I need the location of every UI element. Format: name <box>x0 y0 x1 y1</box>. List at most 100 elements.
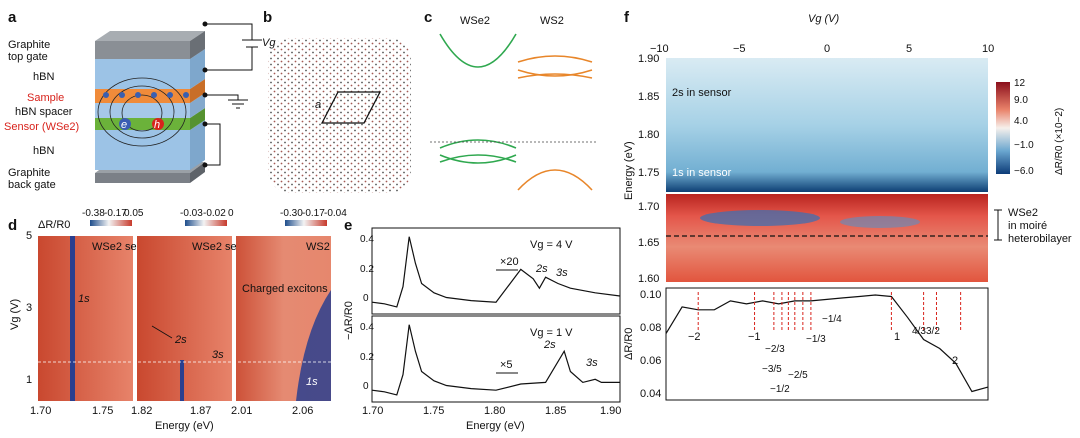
f-moire-l3: heterobilayer <box>1008 233 1072 245</box>
circuit-nodes <box>202 21 208 168</box>
f-fill-m35: −3/5 <box>762 364 782 375</box>
f-cbar-t1: 9.0 <box>1014 95 1028 106</box>
map-2-2s-pointer <box>151 325 173 339</box>
e-bottom-3s: 3s <box>586 357 598 369</box>
e-bot-ytick-02: 0.2 <box>360 352 374 363</box>
gate-circuit <box>205 23 262 166</box>
d-xtick-6: 2.06 <box>292 405 313 417</box>
map-2 <box>137 236 232 401</box>
f-ylabel: Energy (eV) <box>623 141 635 200</box>
d-ylabel: Vg (V) <box>9 299 21 330</box>
field-lines <box>97 77 187 147</box>
moire-unit-cell <box>320 91 382 124</box>
f-fill-m1: −1 <box>748 331 761 343</box>
f-fill-m12: −1/2 <box>770 384 790 395</box>
e-bottom-mag: ×5 <box>500 359 513 371</box>
f-cbar-t0: 12 <box>1014 78 1026 89</box>
e-top-frame <box>371 227 621 315</box>
f-filling-markers <box>697 292 962 330</box>
panel-letter-c: c <box>424 9 432 26</box>
map-3-1s-band <box>296 290 331 401</box>
exciton-h: h <box>154 119 160 131</box>
layer-label-back-gate-1: Graphite <box>8 167 50 179</box>
f-cbar-t3: −1.0 <box>1014 140 1034 151</box>
f-fill-m13: −1/3 <box>806 334 826 345</box>
d-xtick-4: 1.87 <box>190 405 211 417</box>
e-bottom-series-line <box>371 324 620 396</box>
f-map-moire <box>666 194 988 282</box>
colorbar-d2 <box>185 220 227 226</box>
f-moire-feature-1 <box>700 210 820 226</box>
cbar-d1-t1: -0.17 <box>104 208 127 219</box>
e-top-2s: 2s <box>535 263 548 275</box>
f-xtick-1: −5 <box>733 43 746 55</box>
panel-c: c WSe2 WS2 <box>424 9 596 191</box>
f-ytick-170: 1.70 <box>638 201 659 213</box>
e-top-ytick-04: 0.4 <box>360 234 374 245</box>
map-2-3s: 3s <box>212 349 224 361</box>
f-bot-ytick-1: 0.08 <box>640 322 661 334</box>
d-ytick-5: 5 <box>26 230 32 242</box>
f-colorbar <box>996 82 1010 174</box>
map-1-1s: 1s <box>78 293 90 305</box>
f-bottom-frame <box>665 287 989 401</box>
panel-letter-e: e <box>344 217 352 234</box>
electron-symbol <box>119 118 131 130</box>
layer-stack <box>95 31 205 183</box>
panel-d: d ΔR/R0 -0.38 -0.17 0.05 WSe2 sensor 1s … <box>8 208 347 432</box>
map-3-charged: Charged excitons <box>242 283 328 295</box>
layer-label-sample: Sample <box>27 92 64 104</box>
f-bottom-series-line <box>665 294 989 393</box>
f-fill-m25: −2/5 <box>788 370 808 381</box>
e-bottom-frame <box>371 315 621 403</box>
e-bottom-condition: Vg = 1 V <box>530 327 573 339</box>
e-top-ytick-0: 0 <box>363 293 369 304</box>
f-ytick-160: 1.60 <box>638 273 659 285</box>
f-ytick-165: 1.65 <box>638 237 659 249</box>
hole-symbol <box>152 118 164 130</box>
colorbar-d3 <box>285 220 327 226</box>
sample-layer <box>95 89 190 103</box>
d-xtick-2: 1.75 <box>92 405 113 417</box>
f-moire-l1: WSe2 <box>1008 207 1038 219</box>
f-moire-l2: in moiré <box>1008 220 1047 232</box>
f-top-xlabel: Vg (V) <box>808 13 840 25</box>
f-bot-ytick-0: 0.10 <box>640 289 661 301</box>
layer-label-hbn-2: hBN <box>33 145 54 157</box>
f-cbar-t4: −6.0 <box>1014 166 1034 177</box>
cbar-d3-t2: -0.04 <box>324 208 347 219</box>
panel-f: f Vg (V) −10 −5 0 5 10 2s in sensor 1s i… <box>623 9 1072 401</box>
map-3-1s: 1s <box>306 376 318 388</box>
e-ylabel: −ΔR/R0 <box>343 301 355 340</box>
moire-lattice <box>268 38 411 193</box>
map-1 <box>38 236 133 401</box>
map-2-2s: 2s <box>174 334 187 346</box>
cbar-d1-t2: 0.05 <box>124 208 144 219</box>
e-top-ytick-02: 0.2 <box>360 264 374 275</box>
panel-letter-f: f <box>624 9 630 26</box>
d-xtick-3: 1.82 <box>131 405 152 417</box>
band-diagram <box>439 33 593 191</box>
panel-e: e Vg = 4 V Vg = 1 V ×20 ×5 2s 3s 2s 3s 0… <box>343 217 621 432</box>
cbar-d2-t2: 0 <box>228 208 234 219</box>
f-xtick-4: 10 <box>982 43 994 55</box>
f-ytick-190: 1.90 <box>638 53 659 65</box>
gate-voltage-label: Vg <box>262 37 276 49</box>
f-1s-label: 1s in sensor <box>672 167 732 179</box>
layer-label-top-gate-1: Graphite <box>8 39 50 51</box>
f-ytick-175: 1.75 <box>638 167 659 179</box>
cbar-d1-t0: -0.38 <box>82 208 105 219</box>
e-top-series-line <box>371 236 621 308</box>
f-xtick-2: 0 <box>824 43 830 55</box>
f-map-top <box>666 58 988 192</box>
e-xlabel: Energy (eV) <box>466 420 525 432</box>
e-top-mag: ×20 <box>500 256 519 268</box>
colorbar-label-d: ΔR/R0 <box>38 219 70 231</box>
d-xlabel: Energy (eV) <box>155 420 214 432</box>
f-fill-2: 2 <box>952 355 958 367</box>
panel-letter-d: d <box>8 217 17 234</box>
panel-letter-b: b <box>263 9 272 26</box>
d-xtick-1: 1.70 <box>30 405 51 417</box>
lattice-constant: a <box>315 99 321 111</box>
d-xtick-5: 2.01 <box>231 405 252 417</box>
